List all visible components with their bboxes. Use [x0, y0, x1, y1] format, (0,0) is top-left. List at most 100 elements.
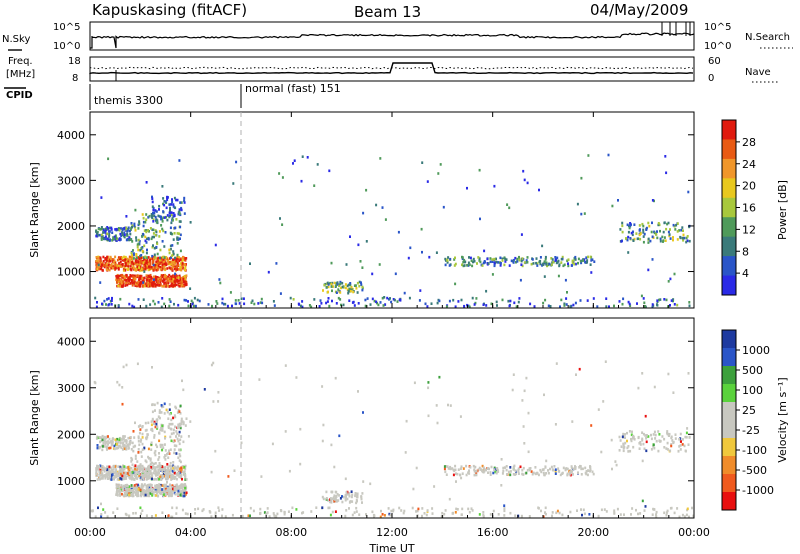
echo-cell: [154, 472, 157, 476]
echo-cell: [135, 267, 138, 270]
echo-cell: [122, 441, 125, 444]
echo-cell: [463, 260, 466, 264]
cpid-segment-normal: normal (fast) 151: [245, 82, 341, 95]
echo-cell: [576, 202, 579, 206]
echo-cell: [184, 478, 187, 481]
echo-cell: [479, 217, 481, 221]
echo-cell: [161, 220, 164, 223]
echo-cell: [620, 240, 623, 243]
echo-cell: [657, 449, 660, 453]
echo-cell: [125, 445, 128, 448]
echo-cell: [299, 427, 302, 431]
echo-cell: [512, 465, 515, 469]
echo-cell: [96, 478, 99, 481]
echo-cell: [344, 283, 347, 286]
echo-cell: [167, 473, 170, 476]
echo-cell: [632, 445, 635, 449]
echo-cell: [545, 261, 548, 264]
echo-cell: [581, 467, 584, 471]
echo-cell: [159, 492, 162, 496]
echo-cell: [137, 242, 140, 246]
echo-cell: [184, 424, 187, 427]
echo-cell: [186, 512, 189, 516]
echo-cell: [163, 402, 166, 406]
echo-cell: [488, 467, 490, 471]
echo-cell: [105, 436, 108, 439]
echo-cell: [666, 432, 669, 436]
echo-cell: [142, 282, 145, 286]
echo-cell: [490, 465, 493, 469]
echo-cell: [544, 255, 547, 259]
echo-cell: [525, 259, 528, 262]
echo-cell: [156, 219, 159, 222]
echo-cell: [173, 214, 176, 218]
echo-cell: [485, 304, 488, 307]
echo-cell: [102, 231, 105, 234]
range-tick-label: 1000: [57, 475, 85, 488]
echo-cell: [159, 485, 161, 488]
echo-cell: [360, 283, 363, 286]
echo-cell: [172, 467, 175, 470]
echo-cell: [172, 490, 175, 493]
echo-cell: [167, 494, 170, 498]
time-axis: 00:00 04:00 08:00 12:00 16:00 20:00 00:00: [74, 112, 710, 539]
echo-cell: [151, 461, 153, 465]
echo-cell: [118, 383, 121, 387]
echo-cell: [112, 258, 115, 261]
echo-cell: [539, 262, 542, 266]
echo-cell: [542, 468, 545, 471]
echo-cell: [137, 436, 140, 440]
echo-cell: [460, 465, 463, 468]
echo-cell: [136, 490, 139, 493]
echo-cell: [393, 298, 396, 302]
echo-cell: [151, 254, 154, 258]
range-tick-label: 3000: [57, 174, 85, 187]
echo-cell: [118, 486, 121, 490]
echo-cell: [95, 472, 98, 476]
echo-cell: [168, 273, 171, 277]
echo-cell: [221, 508, 224, 511]
echo-cell: [110, 478, 113, 481]
echo-cell: [550, 465, 553, 469]
echo-cell: [580, 473, 583, 476]
range-tick-label: 4000: [57, 129, 85, 142]
echo-cell: [151, 205, 154, 208]
echo-cell: [560, 257, 563, 261]
echo-cell: [169, 244, 172, 248]
echo-cell: [669, 304, 671, 307]
echo-cell: [106, 226, 109, 229]
echo-cell: [95, 437, 98, 440]
echo-cell: [95, 470, 98, 473]
echo-cell: [162, 258, 165, 261]
echo-cell: [154, 449, 157, 453]
echo-cell: [178, 285, 181, 288]
echo-cell: [180, 435, 183, 438]
echo-cell: [517, 467, 520, 470]
echo-cell: [423, 512, 426, 515]
echo-cell: [148, 282, 151, 286]
echo-cell: [350, 287, 353, 291]
echo-cell: [421, 161, 424, 164]
echo-cell: [618, 449, 621, 452]
echo-cell: [154, 234, 157, 237]
echo-cell: [163, 443, 166, 446]
echo-cell: [131, 284, 134, 287]
echo-cell: [102, 260, 105, 263]
echo-cell: [108, 470, 110, 473]
echo-cell: [516, 257, 519, 261]
echo-cell: [151, 266, 154, 269]
echo-cell: [396, 300, 399, 303]
echo-cell: [443, 465, 446, 468]
echo-cell: [143, 446, 146, 450]
echo-cell: [135, 258, 138, 261]
echo-cell: [172, 431, 175, 435]
colorbar-tick-label: 25: [742, 404, 756, 417]
echo-cell: [177, 212, 180, 216]
echo-cell: [474, 465, 477, 469]
echo-cell: [259, 511, 262, 515]
echo-cell: [128, 229, 131, 233]
echo-cell: [625, 237, 627, 240]
echo-cell: [131, 463, 134, 467]
echo-cell: [676, 230, 679, 233]
echo-cell: [181, 508, 184, 512]
